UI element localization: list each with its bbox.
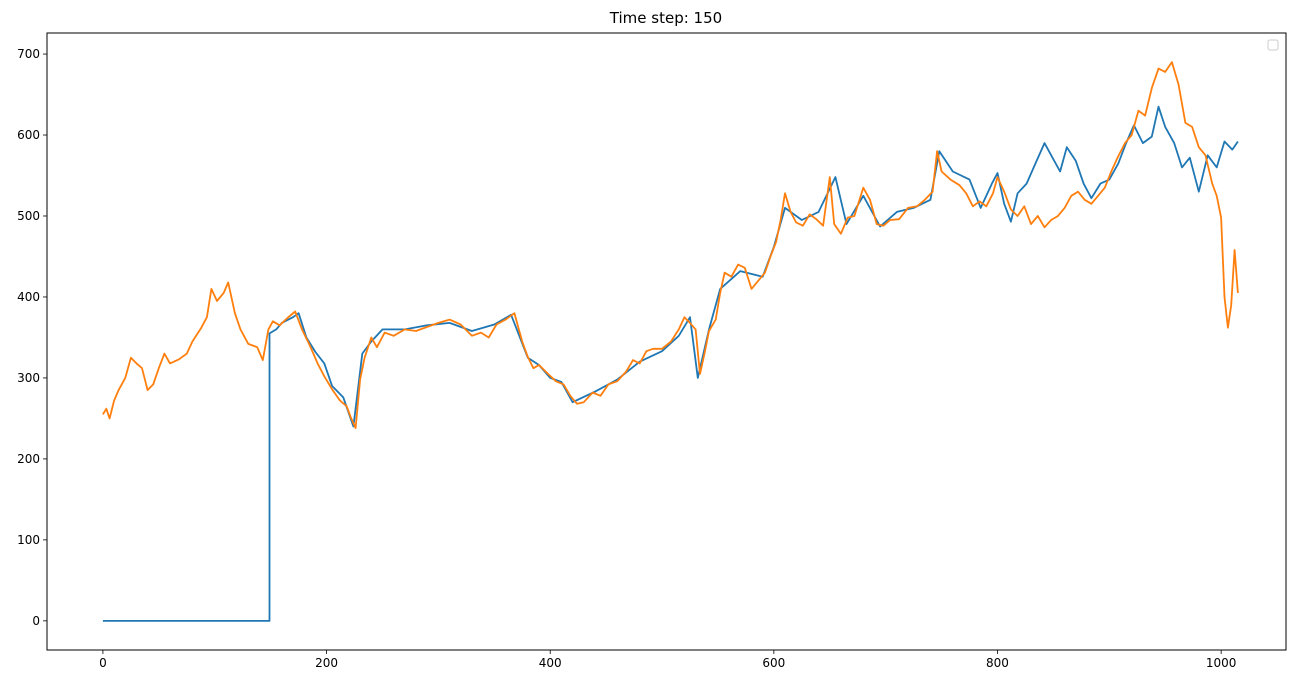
x-tick-label: 0	[99, 656, 107, 670]
axes-layer: 0 200 400 600 800 1000 0 100 200 300 400 500 600 700	[17, 47, 1236, 670]
y-tick-label: 600	[17, 128, 40, 142]
x-tick-label: 600	[762, 656, 785, 670]
x-tick-label: 200	[315, 656, 338, 670]
x-tick-label: 1000	[1206, 656, 1237, 670]
series-layer	[102, 61, 1239, 622]
y-tick-label: 100	[17, 533, 40, 547]
plot-frame	[46, 32, 1287, 651]
y-tick-label: 200	[17, 452, 40, 466]
chart-title: Time step: 150	[609, 9, 722, 27]
y-tick-label: 700	[17, 47, 40, 61]
y-tick-label: 500	[17, 209, 40, 223]
y-tick-label: 300	[17, 371, 40, 385]
y-tick-label: 0	[32, 614, 40, 628]
y-tick-label: 400	[17, 290, 40, 304]
x-tick-label: 800	[986, 656, 1009, 670]
legend-box	[1267, 39, 1279, 51]
series-line-2	[102, 61, 1239, 429]
x-tick-label: 400	[539, 656, 562, 670]
